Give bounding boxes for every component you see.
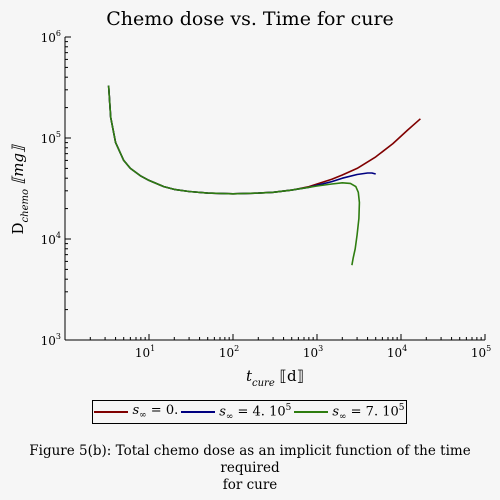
caption-line: Figure 5(b): Total chemo dose as an impl…: [29, 443, 471, 476]
axes: [64, 36, 486, 341]
x-tick-label: 105: [471, 344, 491, 360]
chart-title: Chemo dose vs. Time for cure: [106, 8, 394, 30]
legend-label: s∞ = 4. 105: [219, 402, 292, 422]
x-tick-label: 104: [387, 344, 407, 360]
y-tick-label: 106: [41, 29, 61, 45]
series-line-3: [107, 85, 361, 266]
y-axis-label: Dchemo ⟦mg⟧: [9, 144, 31, 235]
x-tick-label: 103: [303, 344, 323, 360]
figure-caption: Figure 5(b): Total chemo dose as an impl…: [0, 443, 500, 494]
legend-item: s∞ = 0.: [94, 403, 178, 421]
legend-item: s∞ = 7. 105: [294, 402, 405, 422]
y-tick-label: 104: [41, 231, 61, 247]
legend-line-swatch: [294, 410, 329, 413]
legend: s∞ = 0. s∞ = 4. 105 s∞ = 7. 105: [92, 400, 407, 424]
series-layer: [107, 85, 421, 266]
series-line-1: [107, 85, 421, 195]
x-tick-label: 101: [135, 344, 155, 360]
axis-labels: 101 102 103 104 105 103 104 105 106 tcure ⟦d⟧ Dche…: [9, 29, 491, 389]
y-tick-label: 103: [41, 332, 61, 348]
legend-line-swatch: [94, 411, 129, 413]
x-tick-label: 102: [219, 344, 239, 360]
y-tick-label: 105: [41, 130, 61, 146]
legend-line-swatch: [181, 410, 216, 413]
legend-label: s∞ = 7. 105: [332, 402, 405, 422]
legend-item: s∞ = 4. 105: [181, 402, 292, 422]
caption-line: for cure: [222, 477, 278, 493]
legend-label: s∞ = 0.: [132, 403, 179, 421]
x-axis-label: tcure ⟦d⟧: [246, 367, 304, 389]
